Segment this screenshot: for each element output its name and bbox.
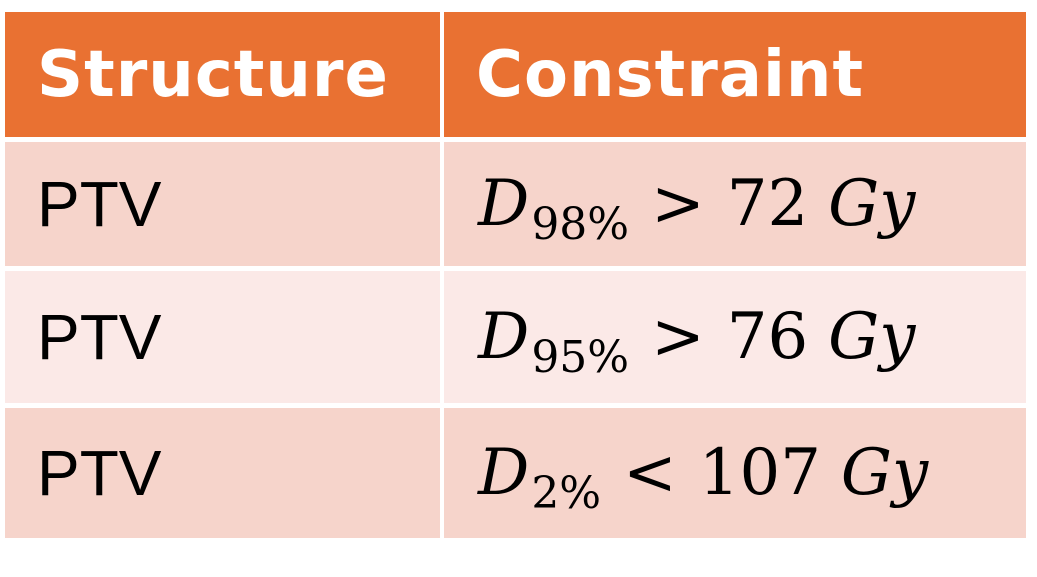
row-1-operator: >	[651, 167, 705, 241]
row-2-unit: Gy	[828, 300, 916, 374]
row-2-dose-symbol: D	[478, 300, 530, 374]
row-1-dose-subscript: 98%	[531, 198, 630, 250]
row-2-value: 76	[726, 300, 809, 374]
row-2-dose-subscript: 95%	[531, 331, 630, 383]
row-2-constraint: D 95% >76 Gy	[444, 271, 1026, 403]
row-3-dose-symbol: D	[478, 436, 530, 510]
row-3-constraint: D 2% <107 Gy	[444, 408, 1026, 538]
constraints-table: Structure Constraint PTV D 98% >72 Gy PTV D…	[5, 12, 1026, 538]
row-1-value: 72	[726, 167, 809, 241]
row-1-dose-symbol: D	[478, 167, 530, 241]
row-1-constraint: D 98% >72 Gy	[444, 142, 1026, 266]
header-constraint: Constraint	[444, 12, 1026, 137]
row-3-value: 107	[698, 436, 821, 510]
row-3-dose-subscript: 2%	[531, 467, 602, 519]
row-2-operator: >	[651, 300, 705, 374]
header-structure: Structure	[5, 12, 440, 137]
row-1-unit: Gy	[828, 167, 916, 241]
row-3-unit: Gy	[840, 436, 929, 510]
row-2-structure: PTV	[5, 271, 440, 403]
row-3-operator: <	[623, 436, 677, 510]
row-3-structure: PTV	[5, 408, 440, 538]
row-1-structure: PTV	[5, 142, 440, 266]
